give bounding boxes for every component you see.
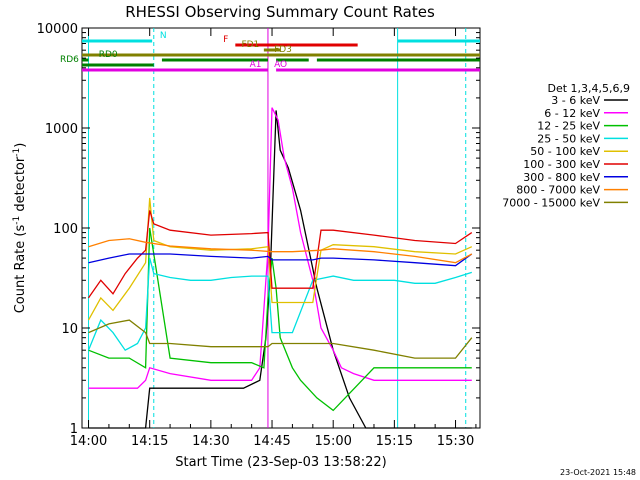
series-12-25-kev — [88, 227, 472, 412]
legend-label-100-300-kev: 100 - 300 keV — [523, 158, 600, 171]
y-tick-label-5: 10000 — [37, 22, 78, 37]
x-tick-label-5: 15:00 — [314, 434, 351, 449]
y-axis-label-sup1: -1 — [12, 216, 22, 225]
y-tick-label-1: 1 — [70, 422, 78, 437]
series-6-12-kev — [88, 107, 472, 389]
x-tick-label-7: 15:30 — [437, 434, 474, 449]
flag-ao-label: AO — [274, 60, 287, 70]
series-300-800-kev — [88, 253, 473, 267]
x-tick-label-1: 14:00 — [70, 434, 107, 449]
chart-title: RHESSI Observing Summary Count Rates — [125, 3, 435, 21]
flag-fd1-label: FD1 — [241, 40, 259, 50]
footer-date: 23-Oct-2021 15:48 — [560, 468, 636, 477]
legend-label-3-6-kev: 3 - 6 keV — [551, 94, 600, 107]
legend-label-300-800-kev: 300 - 800 keV — [523, 171, 600, 184]
flag-f-label: F — [223, 35, 228, 45]
legend-label-50-100-kev: 50 - 100 keV — [530, 145, 600, 158]
legend-label-12-25-kev: 12 - 25 keV — [537, 120, 600, 133]
series-800-7000-kev — [88, 238, 473, 264]
y-axis-label: Count Rate (s-1 detector-1) — [12, 143, 28, 314]
y-axis: 1 10 100 1000 10000 — [37, 22, 480, 437]
y-axis-label-end: ) — [13, 143, 28, 148]
x-tick-label-3: 14:30 — [192, 434, 229, 449]
flag-fd3-label: FD3 — [274, 45, 292, 55]
series-layer — [87, 107, 473, 429]
flag-rd6-label: RD6 — [60, 55, 79, 65]
y-axis-label-sup2: -1 — [12, 148, 22, 157]
flag-rd0-label: RD0 — [99, 50, 118, 60]
series-7000-15000-kev — [88, 319, 473, 359]
legend-label-6-12-kev: 6 - 12 keV — [544, 107, 600, 120]
legend-label-7000-15000-kev: 7000 - 15000 keV — [502, 196, 600, 209]
series-3-6-kev — [88, 110, 472, 429]
x-axis-label: Start Time (23-Sep-03 13:58:22) — [175, 455, 386, 470]
series-100-300-kev — [87, 210, 473, 299]
legend-label-25-50-kev: 25 - 50 keV — [537, 132, 600, 145]
x-axis: 14:00 14:15 14:30 14:45 15:00 15:15 15:30 — [70, 28, 477, 449]
y-axis-label-mid: detector — [13, 156, 28, 216]
legend-label-800-7000-kev: 800 - 7000 keV — [516, 184, 600, 197]
y-axis-label-main: Count Rate (s — [13, 225, 28, 314]
x-tick-label-2: 14:15 — [131, 434, 168, 449]
series-25-50-kev — [87, 257, 472, 352]
flag-a1-label: A1 — [250, 60, 262, 70]
flag-n-label: N — [160, 31, 167, 41]
legend-title: Det 1,3,4,5,6,9 — [547, 82, 630, 95]
y-tick-label-2: 10 — [61, 322, 78, 337]
flags-layer: N F FD1 FD3 RD0 RD6 AO A1 — [60, 31, 480, 72]
x-tick-label-6: 15:15 — [376, 434, 413, 449]
y-tick-label-4: 1000 — [45, 122, 78, 137]
y-tick-label-3: 100 — [53, 222, 78, 237]
series-50-100-kev — [87, 197, 473, 321]
x-tick-label-4: 14:45 — [253, 434, 290, 449]
